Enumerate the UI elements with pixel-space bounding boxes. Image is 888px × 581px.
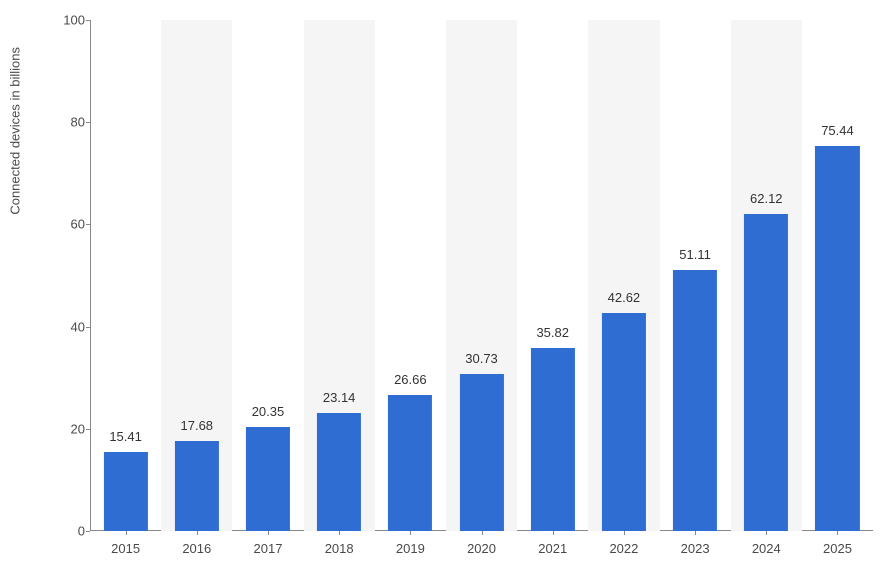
x-tick-label: 2019 bbox=[396, 541, 425, 556]
bar[interactable] bbox=[602, 313, 646, 531]
bars-group: 15.41201517.68201620.35201723.14201826.6… bbox=[90, 20, 873, 531]
plot-area: 15.41201517.68201620.35201723.14201826.6… bbox=[90, 20, 873, 531]
bar[interactable] bbox=[744, 214, 788, 531]
y-tick-label: 0 bbox=[55, 524, 85, 539]
x-tick-label: 2018 bbox=[325, 541, 354, 556]
bar-value-label: 35.82 bbox=[536, 325, 569, 340]
bar-slot: 30.732020 bbox=[446, 20, 517, 531]
bar-slot: 42.622022 bbox=[588, 20, 659, 531]
x-tick-mark bbox=[339, 531, 340, 535]
y-tick-label: 100 bbox=[55, 13, 85, 28]
y-axis-label: Connected devices in billions bbox=[8, 47, 23, 215]
bar[interactable] bbox=[246, 427, 290, 531]
bar-value-label: 15.41 bbox=[109, 429, 142, 444]
y-tick-label: 80 bbox=[55, 115, 85, 130]
bar-slot: 51.112023 bbox=[660, 20, 731, 531]
y-tick-mark bbox=[86, 531, 90, 532]
bar-value-label: 75.44 bbox=[821, 123, 854, 138]
bar[interactable] bbox=[317, 413, 361, 531]
bar-value-label: 62.12 bbox=[750, 191, 783, 206]
y-tick-mark bbox=[86, 327, 90, 328]
x-tick-label: 2025 bbox=[823, 541, 852, 556]
x-tick-mark bbox=[766, 531, 767, 535]
x-tick-label: 2024 bbox=[752, 541, 781, 556]
bar[interactable] bbox=[815, 146, 859, 531]
bar-value-label: 26.66 bbox=[394, 372, 427, 387]
y-tick-label: 60 bbox=[55, 217, 85, 232]
bar-slot: 17.682016 bbox=[161, 20, 232, 531]
bar-value-label: 30.73 bbox=[465, 351, 498, 366]
bar-slot: 62.122024 bbox=[731, 20, 802, 531]
x-tick-mark bbox=[126, 531, 127, 535]
chart-container: Connected devices in billions 15.4120151… bbox=[20, 10, 878, 571]
x-tick-label: 2022 bbox=[609, 541, 638, 556]
y-tick-label: 20 bbox=[55, 421, 85, 436]
x-tick-mark bbox=[410, 531, 411, 535]
bar-slot: 15.412015 bbox=[90, 20, 161, 531]
x-tick-label: 2017 bbox=[254, 541, 283, 556]
y-tick-mark bbox=[86, 429, 90, 430]
x-tick-mark bbox=[837, 531, 838, 535]
bar[interactable] bbox=[459, 374, 503, 531]
x-tick-mark bbox=[482, 531, 483, 535]
bar-slot: 23.142018 bbox=[304, 20, 375, 531]
x-tick-label: 2023 bbox=[681, 541, 710, 556]
bar-value-label: 51.11 bbox=[679, 247, 711, 262]
y-tick-label: 40 bbox=[55, 319, 85, 334]
bar-slot: 20.352017 bbox=[232, 20, 303, 531]
y-tick-mark bbox=[86, 20, 90, 21]
bar[interactable] bbox=[175, 441, 219, 531]
x-tick-mark bbox=[624, 531, 625, 535]
x-tick-mark bbox=[268, 531, 269, 535]
bar[interactable] bbox=[388, 395, 432, 531]
x-tick-mark bbox=[553, 531, 554, 535]
x-tick-label: 2020 bbox=[467, 541, 496, 556]
bar[interactable] bbox=[531, 348, 575, 531]
y-tick-mark bbox=[86, 122, 90, 123]
bar-value-label: 17.68 bbox=[181, 418, 214, 433]
bar-value-label: 20.35 bbox=[252, 404, 285, 419]
x-tick-mark bbox=[695, 531, 696, 535]
bar-slot: 26.662019 bbox=[375, 20, 446, 531]
bar-value-label: 23.14 bbox=[323, 390, 356, 405]
x-tick-label: 2015 bbox=[111, 541, 140, 556]
y-tick-mark bbox=[86, 224, 90, 225]
bar[interactable] bbox=[104, 452, 148, 531]
bar-value-label: 42.62 bbox=[608, 290, 641, 305]
x-tick-label: 2016 bbox=[182, 541, 211, 556]
bar-slot: 75.442025 bbox=[802, 20, 873, 531]
x-tick-mark bbox=[197, 531, 198, 535]
x-tick-label: 2021 bbox=[538, 541, 567, 556]
bar[interactable] bbox=[673, 270, 717, 531]
bar-slot: 35.822021 bbox=[517, 20, 588, 531]
